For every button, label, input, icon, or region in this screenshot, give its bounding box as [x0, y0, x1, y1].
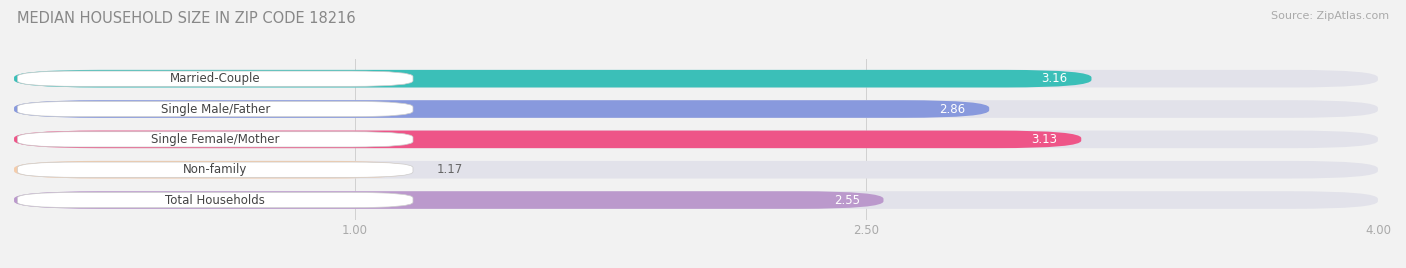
- Text: Married-Couple: Married-Couple: [170, 72, 260, 85]
- Text: MEDIAN HOUSEHOLD SIZE IN ZIP CODE 18216: MEDIAN HOUSEHOLD SIZE IN ZIP CODE 18216: [17, 11, 356, 26]
- Text: Source: ZipAtlas.com: Source: ZipAtlas.com: [1271, 11, 1389, 21]
- FancyBboxPatch shape: [14, 161, 413, 178]
- FancyBboxPatch shape: [17, 71, 413, 86]
- FancyBboxPatch shape: [17, 162, 413, 177]
- Text: Single Female/Mother: Single Female/Mother: [150, 133, 280, 146]
- FancyBboxPatch shape: [14, 100, 1378, 118]
- FancyBboxPatch shape: [17, 132, 413, 147]
- FancyBboxPatch shape: [14, 70, 1378, 87]
- Text: 1.17: 1.17: [437, 163, 463, 176]
- Text: Total Households: Total Households: [166, 193, 266, 207]
- FancyBboxPatch shape: [14, 161, 1378, 178]
- FancyBboxPatch shape: [14, 191, 1378, 209]
- FancyBboxPatch shape: [17, 192, 413, 208]
- Text: 2.86: 2.86: [939, 103, 966, 116]
- FancyBboxPatch shape: [17, 101, 413, 117]
- FancyBboxPatch shape: [14, 70, 1091, 87]
- Text: 3.16: 3.16: [1042, 72, 1067, 85]
- FancyBboxPatch shape: [14, 100, 990, 118]
- Text: Non-family: Non-family: [183, 163, 247, 176]
- FancyBboxPatch shape: [14, 131, 1081, 148]
- Text: 2.55: 2.55: [834, 193, 859, 207]
- Text: 3.13: 3.13: [1032, 133, 1057, 146]
- FancyBboxPatch shape: [14, 131, 1378, 148]
- FancyBboxPatch shape: [14, 191, 883, 209]
- Text: Single Male/Father: Single Male/Father: [160, 103, 270, 116]
